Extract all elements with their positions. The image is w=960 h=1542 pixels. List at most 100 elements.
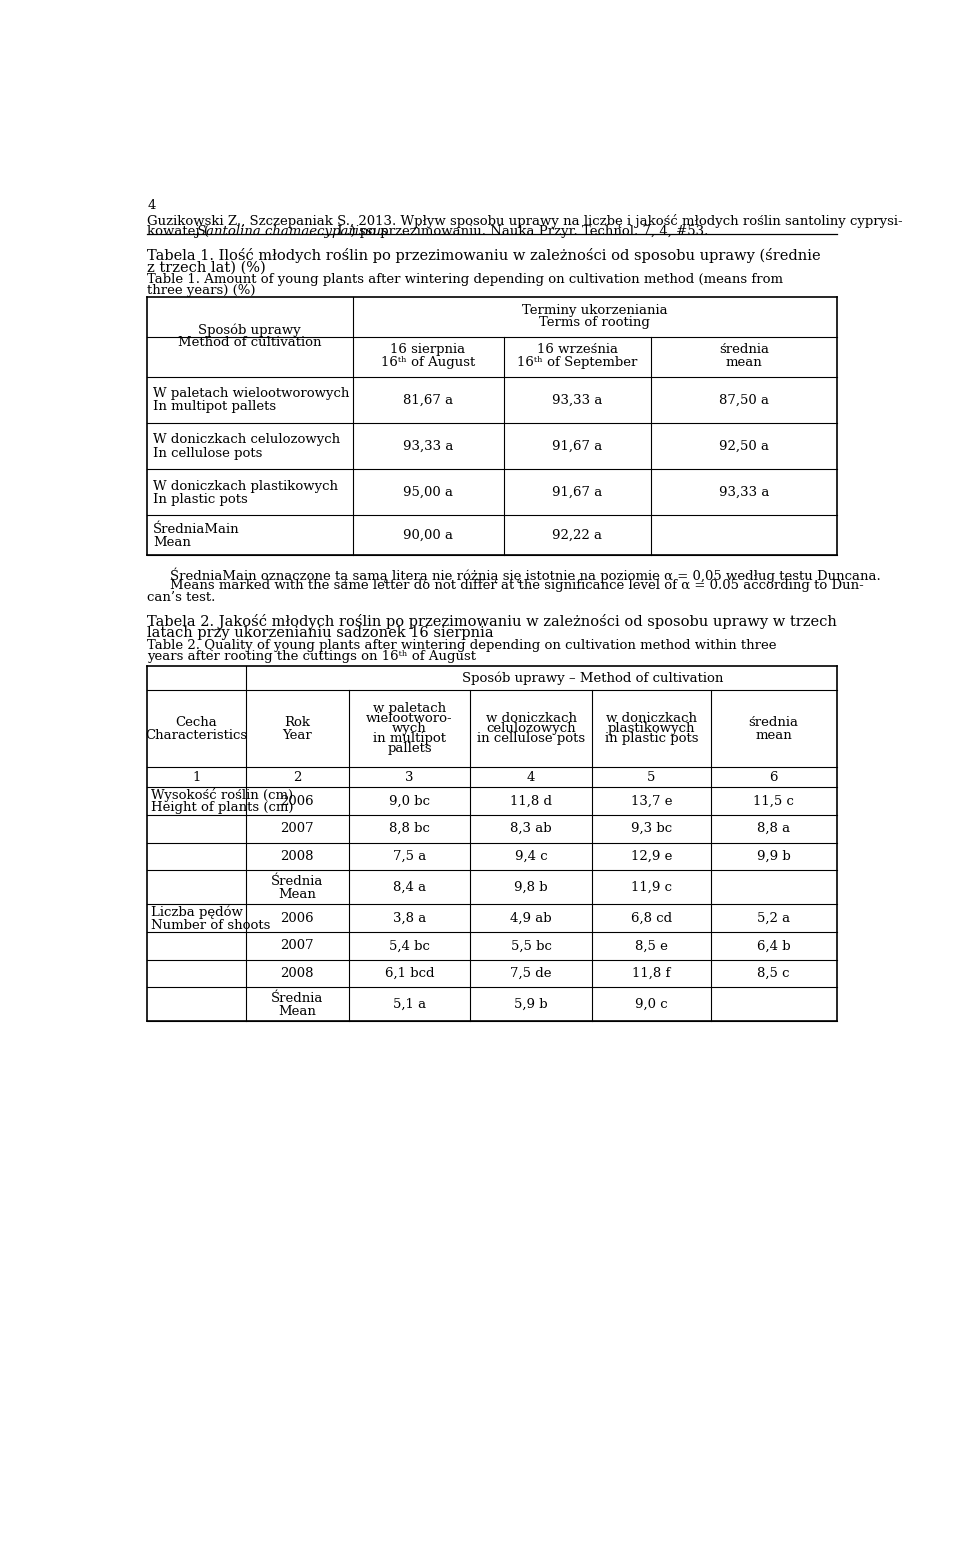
Text: celulozowych: celulozowych bbox=[487, 722, 576, 736]
Text: 5,2 a: 5,2 a bbox=[757, 911, 790, 925]
Text: 87,50 a: 87,50 a bbox=[719, 393, 769, 407]
Text: Terms of rooting: Terms of rooting bbox=[540, 316, 650, 330]
Text: wych: wych bbox=[392, 722, 427, 736]
Text: Mean: Mean bbox=[278, 1005, 316, 1018]
Text: In multipot pallets: In multipot pallets bbox=[154, 401, 276, 413]
Text: ŚredniaMain oznaczone tą samą literą nie różnią się istotnie na poziomie α = 0,0: ŚredniaMain oznaczone tą samą literą nie… bbox=[170, 567, 881, 583]
Text: 4,9 ab: 4,9 ab bbox=[511, 911, 552, 925]
Text: 9,9 b: 9,9 b bbox=[756, 850, 791, 864]
Text: 8,3 ab: 8,3 ab bbox=[511, 822, 552, 836]
Text: 93,33 a: 93,33 a bbox=[552, 393, 603, 407]
Text: wielootworo-: wielootworo- bbox=[366, 712, 453, 725]
Text: w doniczkach: w doniczkach bbox=[486, 712, 577, 725]
Text: 8,4 a: 8,4 a bbox=[393, 880, 426, 894]
Text: 92,50 a: 92,50 a bbox=[719, 439, 769, 452]
Text: 7,5 a: 7,5 a bbox=[393, 850, 426, 864]
Text: 16 września: 16 września bbox=[537, 344, 617, 356]
Text: mean: mean bbox=[726, 356, 762, 369]
Text: 92,22 a: 92,22 a bbox=[552, 529, 602, 541]
Text: Rok: Rok bbox=[284, 715, 310, 729]
Text: ŚredniaMain: ŚredniaMain bbox=[154, 523, 240, 535]
Text: Height of plants (cm): Height of plants (cm) bbox=[151, 802, 294, 814]
Text: Sposób uprawy: Sposób uprawy bbox=[199, 324, 301, 336]
Text: 11,8 f: 11,8 f bbox=[632, 967, 670, 981]
Text: 93,33 a: 93,33 a bbox=[719, 486, 769, 498]
Text: can’s test.: can’s test. bbox=[147, 591, 215, 604]
Text: 3: 3 bbox=[405, 771, 414, 783]
Text: 12,9 e: 12,9 e bbox=[631, 850, 672, 864]
Text: In cellulose pots: In cellulose pots bbox=[154, 447, 263, 460]
Text: 4: 4 bbox=[527, 771, 536, 783]
Text: Mean: Mean bbox=[154, 535, 191, 549]
Text: 5,5 bc: 5,5 bc bbox=[511, 939, 552, 953]
Text: 9,3 bc: 9,3 bc bbox=[631, 822, 672, 836]
Text: Liczba pędów: Liczba pędów bbox=[151, 905, 243, 919]
Text: Table 1. Amount of young plants after wintering depending on cultivation method : Table 1. Amount of young plants after wi… bbox=[147, 273, 783, 285]
Text: 9,8 b: 9,8 b bbox=[515, 880, 548, 894]
Text: 2007: 2007 bbox=[280, 822, 314, 836]
Text: W paletach wielootworowych: W paletach wielootworowych bbox=[154, 387, 349, 401]
Text: 2: 2 bbox=[293, 771, 301, 783]
Text: three years) (%): three years) (%) bbox=[147, 284, 255, 298]
Text: w doniczkach: w doniczkach bbox=[606, 712, 697, 725]
Text: Santolina chamaecyparissus: Santolina chamaecyparissus bbox=[197, 225, 388, 237]
Text: 16ᵗʰ of August: 16ᵗʰ of August bbox=[381, 356, 475, 369]
Text: Characteristics: Characteristics bbox=[145, 729, 248, 742]
Text: 93,33 a: 93,33 a bbox=[403, 439, 453, 452]
Text: 5,1 a: 5,1 a bbox=[393, 998, 426, 1012]
Text: średnia: średnia bbox=[749, 715, 799, 729]
Text: 5: 5 bbox=[647, 771, 656, 783]
Text: Średnia: Średnia bbox=[271, 992, 324, 1005]
Text: 90,00 a: 90,00 a bbox=[403, 529, 453, 541]
Text: Number of shoots: Number of shoots bbox=[151, 919, 271, 931]
Text: Method of cultivation: Method of cultivation bbox=[178, 336, 322, 350]
Text: z trzech lat) (%): z trzech lat) (%) bbox=[147, 261, 266, 274]
Text: Cecha: Cecha bbox=[176, 715, 217, 729]
Text: 81,67 a: 81,67 a bbox=[403, 393, 453, 407]
Text: 1: 1 bbox=[192, 771, 201, 783]
Text: 2008: 2008 bbox=[280, 967, 314, 981]
Text: 8,5 e: 8,5 e bbox=[635, 939, 668, 953]
Text: kowatej (: kowatej ( bbox=[147, 225, 209, 237]
Text: W doniczkach plastikowych: W doniczkach plastikowych bbox=[154, 480, 338, 492]
Text: 2007: 2007 bbox=[280, 939, 314, 953]
Text: 2006: 2006 bbox=[280, 911, 314, 925]
Text: years after rooting the cuttings on 16ᵗʰ of August: years after rooting the cuttings on 16ᵗʰ… bbox=[147, 651, 476, 663]
Text: 9,0 c: 9,0 c bbox=[635, 998, 667, 1012]
Text: 91,67 a: 91,67 a bbox=[552, 486, 602, 498]
Text: 2006: 2006 bbox=[280, 794, 314, 808]
Text: 8,5 c: 8,5 c bbox=[757, 967, 790, 981]
Text: Wysokość roślin (cm): Wysokość roślin (cm) bbox=[151, 788, 293, 802]
Text: W doniczkach celulozowych: W doniczkach celulozowych bbox=[154, 433, 341, 447]
Text: 8,8 a: 8,8 a bbox=[757, 822, 790, 836]
Text: Guzikowski Z., Szczepaniak S., 2013. Wpływ sposobu uprawy na liczbę i jakość mło: Guzikowski Z., Szczepaniak S., 2013. Wpł… bbox=[147, 214, 902, 228]
Text: pallets: pallets bbox=[387, 742, 432, 756]
Text: latach przy ukorzenianiu sadzonek 16 sierpnia: latach przy ukorzenianiu sadzonek 16 sie… bbox=[147, 626, 493, 640]
Text: L.) po przezimowaniu. Nauka Przyr. Technol. 7, 4, #53.: L.) po przezimowaniu. Nauka Przyr. Techn… bbox=[333, 225, 708, 237]
Text: 6,1 bcd: 6,1 bcd bbox=[385, 967, 434, 981]
Text: in plastic pots: in plastic pots bbox=[605, 732, 698, 745]
Text: mean: mean bbox=[756, 729, 792, 742]
Text: plastikowych: plastikowych bbox=[608, 722, 695, 736]
Text: in cellulose pots: in cellulose pots bbox=[477, 732, 586, 745]
Text: 2008: 2008 bbox=[280, 850, 314, 864]
Text: 9,0 bc: 9,0 bc bbox=[389, 794, 430, 808]
Text: 91,67 a: 91,67 a bbox=[552, 439, 602, 452]
Text: Tabela 2. Jakość młodych roślin po przezimowaniu w zależności od sposobu uprawy : Tabela 2. Jakość młodych roślin po przez… bbox=[147, 614, 837, 629]
Text: Terminy ukorzeniania: Terminy ukorzeniania bbox=[522, 304, 667, 318]
Text: 11,5 c: 11,5 c bbox=[754, 794, 794, 808]
Text: 6,8 cd: 6,8 cd bbox=[631, 911, 672, 925]
Text: In plastic pots: In plastic pots bbox=[154, 493, 248, 506]
Text: Mean: Mean bbox=[278, 888, 316, 901]
Text: 5,4 bc: 5,4 bc bbox=[389, 939, 430, 953]
Text: 8,8 bc: 8,8 bc bbox=[389, 822, 430, 836]
Text: 95,00 a: 95,00 a bbox=[403, 486, 453, 498]
Text: 9,4 c: 9,4 c bbox=[515, 850, 547, 864]
Text: 11,9 c: 11,9 c bbox=[631, 880, 672, 894]
Text: Table 2. Quality of young plants after wintering depending on cultivation method: Table 2. Quality of young plants after w… bbox=[147, 638, 777, 652]
Text: 11,8 d: 11,8 d bbox=[510, 794, 552, 808]
Text: Means marked with the same letter do not differ at the significance level of α =: Means marked with the same letter do not… bbox=[170, 580, 864, 592]
Text: 5,9 b: 5,9 b bbox=[515, 998, 548, 1012]
Text: 4: 4 bbox=[147, 199, 156, 211]
Text: Tabela 1. Ilość młodych roślin po przezimowaniu w zależności od sposobu uprawy (: Tabela 1. Ilość młodych roślin po przezi… bbox=[147, 248, 821, 264]
